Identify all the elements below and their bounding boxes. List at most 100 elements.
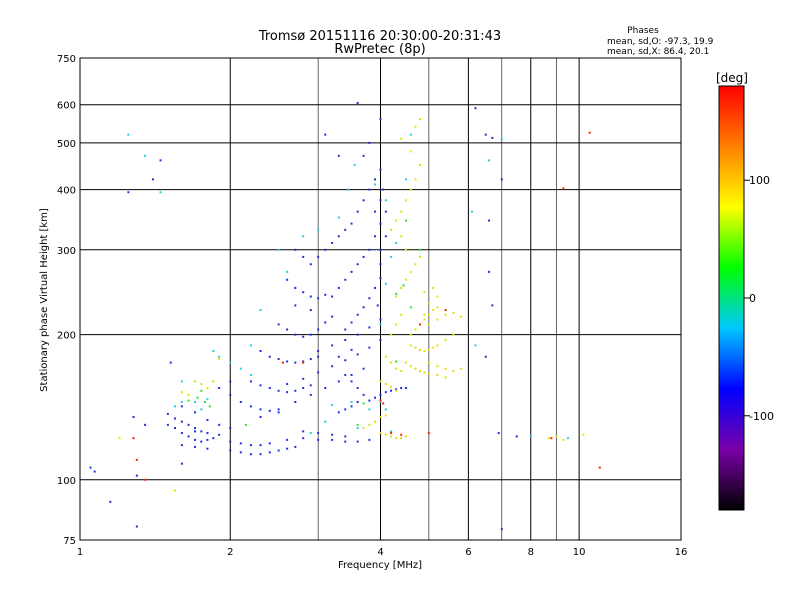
data-point-x — [436, 373, 439, 376]
data-point-o — [302, 437, 305, 440]
data-point-mixed — [309, 432, 312, 435]
data-point-o — [259, 384, 262, 387]
data-point-x — [212, 380, 215, 383]
data-point-mixed — [395, 241, 398, 244]
data-point-o — [180, 405, 183, 408]
data-point-o — [384, 391, 387, 394]
data-point-o — [324, 293, 327, 296]
data-point-mixed — [127, 133, 130, 136]
data-point-o — [268, 387, 271, 390]
data-point-o — [515, 435, 518, 438]
data-point-o — [277, 389, 280, 392]
data-point-x — [414, 125, 417, 128]
data-point-red — [281, 361, 284, 364]
data-point-x — [419, 348, 422, 351]
data-point-o — [239, 442, 242, 445]
data-point-mixed — [567, 437, 570, 440]
data-point-o — [374, 396, 377, 399]
data-point-green — [244, 423, 247, 426]
data-point-o — [317, 432, 320, 435]
data-point-mixed — [500, 137, 503, 140]
data-point-o — [229, 440, 232, 443]
data-point-x — [173, 489, 176, 492]
data-point-red — [562, 187, 565, 190]
data-point-x — [384, 355, 387, 358]
data-point-o — [294, 361, 297, 364]
y-tick-label: 400 — [57, 186, 76, 197]
data-point-x — [180, 391, 183, 394]
data-point-o — [344, 373, 347, 376]
data-point-x — [405, 248, 408, 251]
data-point-o — [500, 528, 503, 531]
data-point-o — [132, 415, 135, 418]
data-point-mixed — [368, 408, 371, 411]
y-tick-label: 300 — [57, 246, 76, 257]
data-point-o — [374, 210, 377, 213]
data-point-o — [350, 405, 353, 408]
data-point-mixed — [277, 248, 280, 251]
data-point-o — [324, 321, 327, 324]
data-point-mixed — [259, 309, 262, 312]
data-point-x — [400, 235, 403, 238]
data-point-red — [132, 437, 135, 440]
data-point-o — [286, 447, 289, 450]
data-point-o — [218, 387, 221, 390]
data-point-x — [419, 370, 422, 373]
data-point-o — [384, 235, 387, 238]
data-point-o — [229, 380, 232, 383]
data-point-o — [331, 295, 334, 298]
data-point-x — [432, 346, 435, 349]
data-point-x — [384, 433, 387, 436]
data-point-o — [249, 405, 252, 408]
data-point-o — [379, 199, 382, 202]
data-point-mixed — [390, 430, 393, 433]
data-point-o — [362, 154, 365, 157]
data-point-o — [350, 373, 353, 376]
data-point-red — [379, 399, 382, 402]
data-point-mixed — [324, 420, 327, 423]
data-point-o — [344, 435, 347, 438]
data-point-x — [452, 311, 455, 314]
data-point-x — [400, 210, 403, 213]
data-point-o — [309, 263, 312, 266]
data-point-o — [309, 333, 312, 336]
data-point-mixed — [239, 367, 242, 370]
data-point-o — [277, 358, 280, 361]
data-point-mixed — [374, 183, 377, 186]
data-point-x — [395, 437, 398, 440]
data-point-o — [317, 350, 320, 353]
data-point-x — [436, 295, 439, 298]
data-point-o — [379, 318, 382, 321]
data-point-o — [194, 438, 197, 441]
data-point-o — [491, 136, 494, 139]
data-point-o — [249, 380, 252, 383]
data-point-x — [374, 420, 377, 423]
data-point-o — [259, 350, 262, 353]
data-point-mixed — [159, 191, 162, 194]
data-point-mixed — [384, 282, 387, 285]
data-point-o — [344, 278, 347, 281]
data-point-o — [350, 222, 353, 225]
data-point-mixed — [302, 235, 305, 238]
data-point-o — [159, 159, 162, 162]
data-point-o — [379, 118, 382, 121]
data-point-x — [436, 365, 439, 368]
data-point-o — [497, 432, 500, 435]
data-point-x — [194, 380, 197, 383]
data-point-o — [268, 451, 271, 454]
data-point-o — [344, 228, 347, 231]
data-point-o — [309, 384, 312, 387]
x-tick-label: 8 — [528, 547, 534, 558]
data-point-x — [400, 137, 403, 140]
data-point-o — [302, 360, 305, 363]
data-point-x — [405, 361, 408, 364]
data-point-o — [309, 358, 312, 361]
data-point-o — [194, 445, 197, 448]
data-point-x — [400, 313, 403, 316]
data-point-x — [582, 433, 585, 436]
data-point-red — [135, 458, 138, 461]
data-point-o — [379, 248, 382, 251]
data-point-o — [331, 344, 334, 347]
data-point-o — [344, 359, 347, 362]
data-point-x — [395, 389, 398, 392]
